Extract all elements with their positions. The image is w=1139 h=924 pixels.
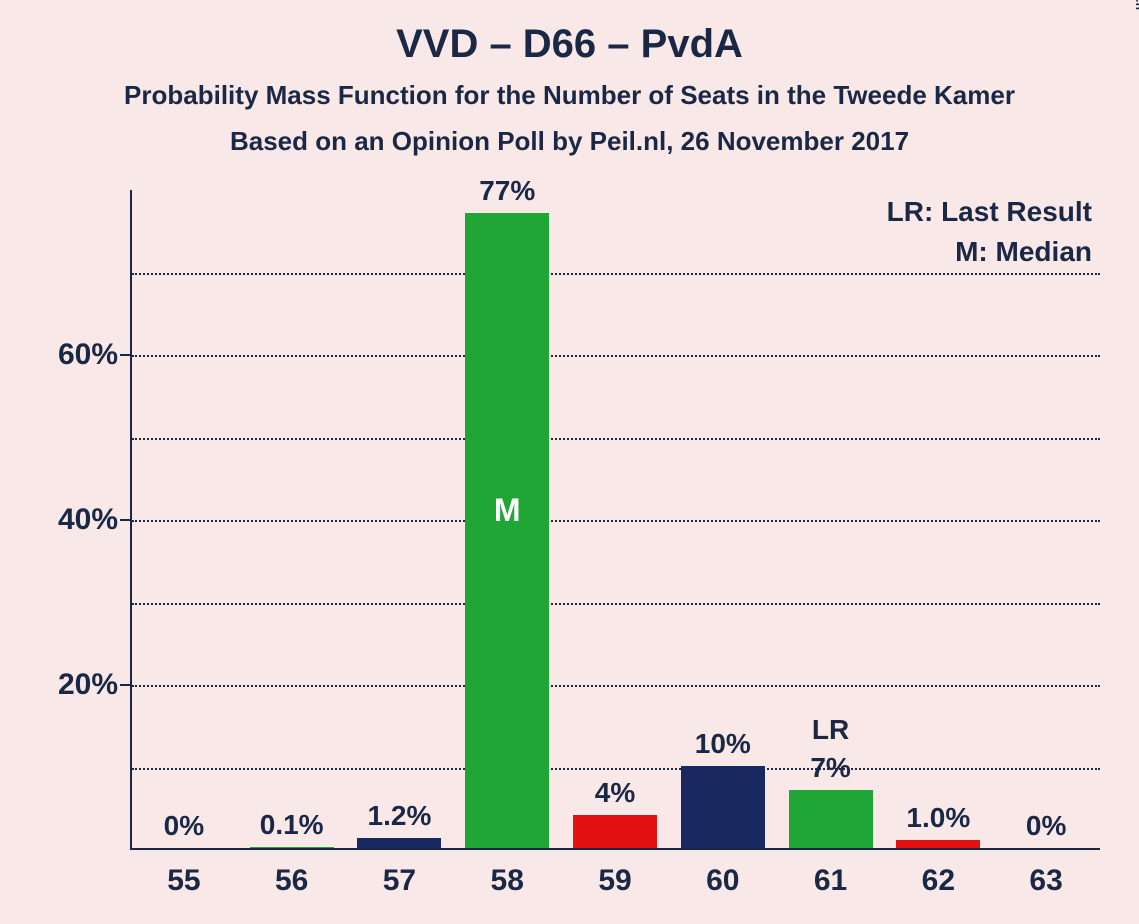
- chart-subtitle-1: Probability Mass Function for the Number…: [0, 80, 1139, 111]
- x-tick-label: 62: [922, 850, 955, 898]
- chart-title: VVD – D66 – PvdA: [0, 22, 1139, 67]
- bar-value-label: 1.2%: [368, 800, 432, 832]
- chart-subtitle-2: Based on an Opinion Poll by Peil.nl, 26 …: [0, 126, 1139, 157]
- legend-item: M: Median: [887, 236, 1092, 268]
- bar-extra-label: LR: [812, 714, 849, 746]
- y-tick-mark: [120, 519, 130, 521]
- bar-value-label: 1.0%: [906, 802, 970, 834]
- y-tick-mark: [120, 354, 130, 356]
- bar: [250, 847, 334, 848]
- x-tick-label: 58: [491, 850, 524, 898]
- bar: [789, 790, 873, 848]
- bar: [896, 840, 980, 848]
- gridline: [132, 438, 1100, 440]
- bar: [573, 815, 657, 848]
- x-tick-label: 57: [383, 850, 416, 898]
- bar-inner-label: M: [494, 492, 521, 529]
- chart-container: VVD – D66 – PvdA Probability Mass Functi…: [0, 0, 1139, 924]
- bar-value-label: 10%: [695, 728, 751, 760]
- bar: [681, 766, 765, 849]
- bar-value-label: 7%: [810, 752, 850, 784]
- x-tick-label: 60: [706, 850, 739, 898]
- bar-value-label: 0%: [164, 810, 204, 842]
- plot-area: 20%40%60%5556575859606162630%0.1%1.2%M77…: [130, 190, 1100, 850]
- y-tick-mark: [120, 684, 130, 686]
- gridline: [132, 685, 1100, 687]
- x-tick-label: 63: [1029, 850, 1062, 898]
- gridline: [132, 520, 1100, 522]
- bar-value-label: 4%: [595, 777, 635, 809]
- gridline: [132, 603, 1100, 605]
- legend: LR: Last Result M: Median: [887, 196, 1092, 276]
- gridline: [132, 355, 1100, 357]
- x-tick-label: 56: [275, 850, 308, 898]
- bar-value-label: 0.1%: [260, 809, 324, 841]
- bar-value-label: 0%: [1026, 810, 1066, 842]
- legend-item: LR: Last Result: [887, 196, 1092, 228]
- bar: [357, 838, 441, 848]
- copyright-text: © 2020 Filip van Laenen: [1133, 0, 1139, 10]
- gridline: [132, 768, 1100, 770]
- bar: M: [465, 213, 549, 848]
- bar-value-label: 77%: [479, 175, 535, 207]
- x-tick-label: 55: [167, 850, 200, 898]
- x-tick-label: 59: [598, 850, 631, 898]
- x-tick-label: 61: [814, 850, 847, 898]
